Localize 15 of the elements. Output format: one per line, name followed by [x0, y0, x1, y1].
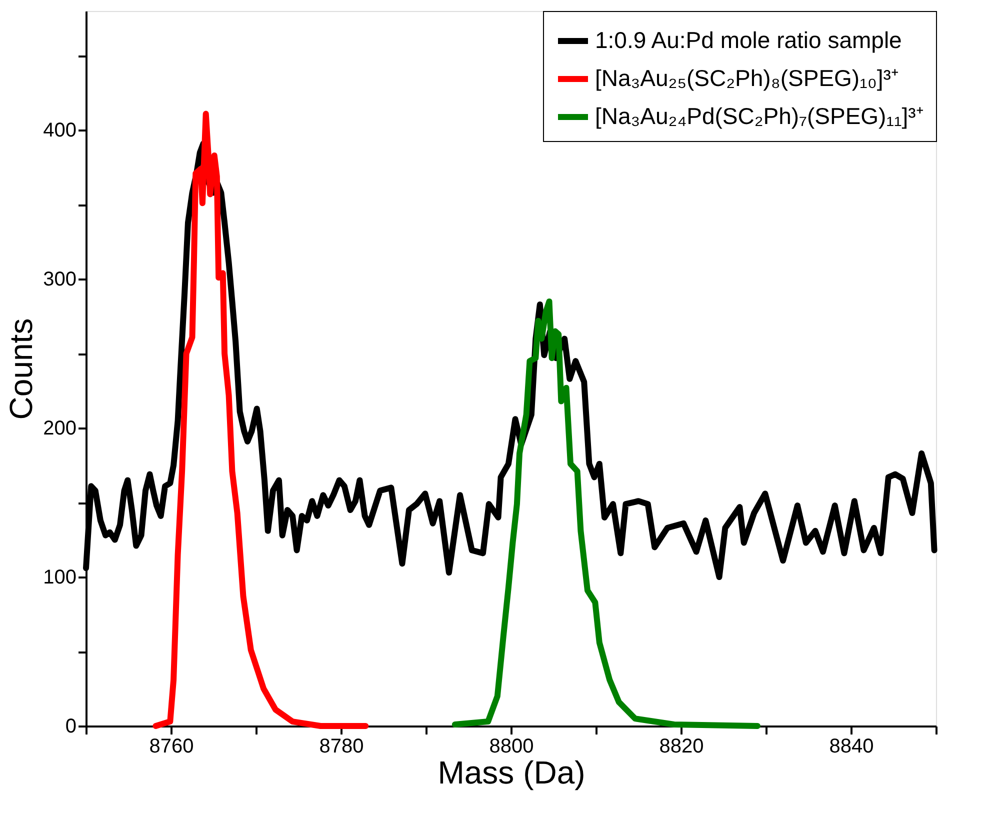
- x-tick-label: 8760: [149, 736, 194, 758]
- y-tick-label: 100: [43, 566, 76, 589]
- legend-label: [Na₃Au₂₄Pd(SC₂Ph)₇(SPEG)₁₁]³⁺: [595, 103, 924, 129]
- x-tick-label: 8800: [489, 736, 534, 758]
- legend-label: 1:0.9 Au:Pd mole ratio sample: [595, 27, 902, 53]
- x-tick-label: 8820: [659, 736, 704, 758]
- y-axis-title: Counts: [3, 318, 40, 420]
- x-axis-title: Mass (Da): [438, 754, 586, 790]
- y-tick-label: 200: [43, 418, 76, 440]
- y-tick-label: 400: [43, 120, 76, 142]
- y-tick-label: 0: [65, 716, 76, 738]
- y-tick-label: 300: [43, 268, 76, 291]
- legend-label: [Na₃Au₂₅(SC₂Ph)₈(SPEG)₁₀]³⁺: [595, 65, 899, 91]
- x-tick-label: 8780: [319, 736, 364, 758]
- x-tick-label: 8840: [829, 736, 874, 758]
